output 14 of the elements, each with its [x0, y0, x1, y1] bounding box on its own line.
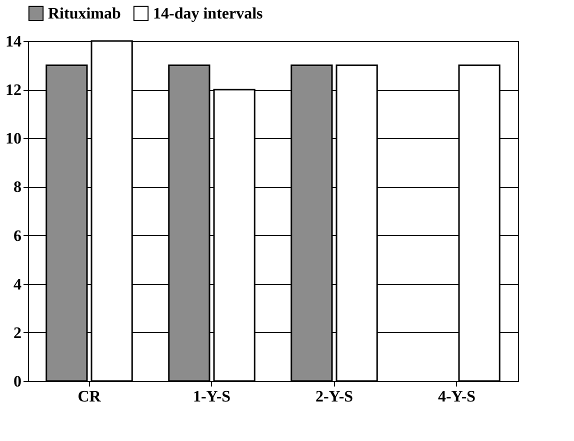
legend-label: Rituximab: [48, 5, 121, 22]
legend-label: 14-day intervals: [153, 5, 263, 22]
x-tick-label: CR: [78, 388, 102, 406]
y-tick-label: 8: [14, 179, 22, 196]
y-tick-label: 2: [14, 324, 22, 342]
x-tick-label: 1-Y-S: [192, 388, 231, 406]
x-tick-label: 2-Y-S: [315, 388, 354, 406]
y-tick-label: 10: [6, 130, 22, 148]
x-tick-label: 4-Y-S: [438, 388, 476, 406]
y-tick-label: 12: [6, 82, 22, 100]
y-tick-label: 0: [14, 374, 22, 390]
y-tick-label: 4: [14, 276, 22, 294]
y-tick-label: 6: [14, 228, 22, 245]
y-tick-label: 14: [6, 34, 22, 50]
